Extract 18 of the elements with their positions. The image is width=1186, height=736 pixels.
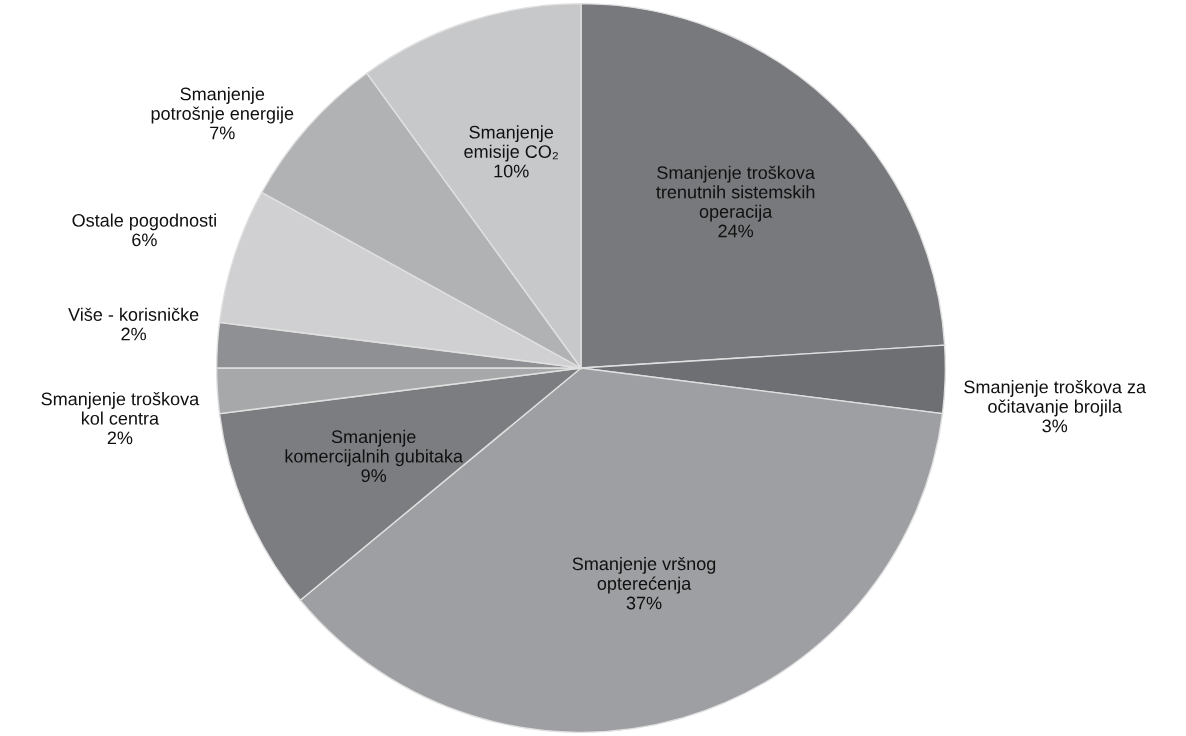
slice-label: Smanjenje emisije CO₂: [464, 125, 558, 162]
data-label: 10%: [494, 164, 529, 178]
slice-label: Smanjenje troškova za očitavanje brojila: [964, 380, 1147, 417]
slice-label: Smanjenje troškova trenutnih sistemskih operacija: [656, 165, 815, 222]
slice-label: Smanjenje troškova kol centra: [41, 392, 200, 425]
data-label: 2%: [107, 431, 133, 445]
data-label: 9%: [361, 469, 387, 483]
slice-label: Smanjenje potrošnje energije: [151, 87, 294, 124]
data-label: 24%: [718, 224, 754, 238]
data-label: 6%: [132, 233, 157, 247]
slice-label: Ostale pogodnosti: [72, 213, 216, 231]
slice-label: Smanjenje vršnog opterećenja: [572, 556, 716, 594]
data-label: 2%: [121, 327, 147, 341]
data-label: 37%: [626, 596, 662, 610]
data-label: 3%: [1042, 419, 1068, 433]
data-label: 7%: [210, 126, 235, 140]
slice-label: Više - korisničke: [68, 307, 199, 321]
slice-label: Smanjenje komercijalnih gubitaka: [285, 429, 463, 467]
